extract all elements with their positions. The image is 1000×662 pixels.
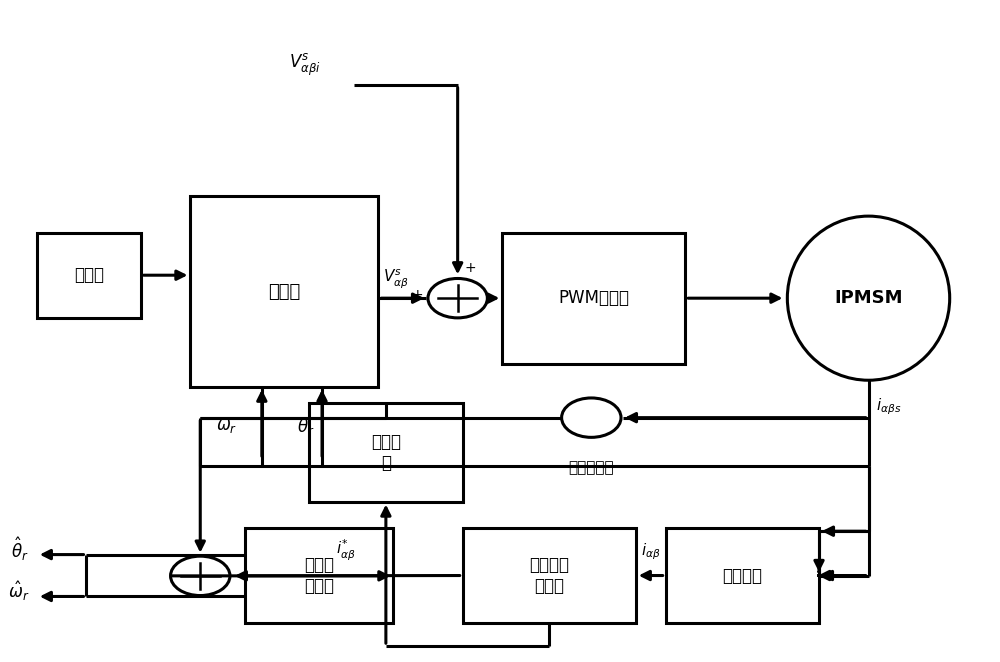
Bar <box>245 528 393 623</box>
Text: PWM逆变器: PWM逆变器 <box>558 289 629 307</box>
Text: 控制器: 控制器 <box>268 283 301 301</box>
Text: IPMSM: IPMSM <box>834 289 903 307</box>
Circle shape <box>428 279 487 318</box>
Text: 同步轴高
通滤波: 同步轴高 通滤波 <box>529 556 569 595</box>
Bar <box>37 232 141 318</box>
Ellipse shape <box>787 216 950 380</box>
Bar <box>666 528 819 623</box>
Bar <box>502 232 685 364</box>
Text: $i_{\alpha\beta}$: $i_{\alpha\beta}$ <box>641 542 661 563</box>
Text: $i_{\alpha\beta}^{*}$: $i_{\alpha\beta}^{*}$ <box>336 538 356 563</box>
Text: 极性判
断: 极性判 断 <box>371 433 401 472</box>
Bar <box>190 197 378 387</box>
Circle shape <box>171 556 230 596</box>
Bar <box>309 403 463 502</box>
Text: 外差及
锁相环: 外差及 锁相环 <box>304 556 334 595</box>
Bar <box>463 528 636 623</box>
Text: $\omega_r$: $\omega_r$ <box>216 417 237 435</box>
Text: $i_{\alpha\beta s}$: $i_{\alpha\beta s}$ <box>876 397 902 417</box>
Text: $\theta_r$: $\theta_r$ <box>297 416 314 437</box>
Text: $V_{\alpha\beta i}^{s}$: $V_{\alpha\beta i}^{s}$ <box>289 52 321 78</box>
Text: $\hat{\theta}_r$: $\hat{\theta}_r$ <box>11 536 29 563</box>
Text: 控制量: 控制量 <box>74 266 104 284</box>
Circle shape <box>562 398 621 438</box>
Text: +: + <box>465 261 476 275</box>
Text: 带通滤波: 带通滤波 <box>722 567 762 585</box>
Text: $V_{\alpha\beta}^{s}$: $V_{\alpha\beta}^{s}$ <box>383 267 409 291</box>
Text: 速度传感器: 速度传感器 <box>569 460 614 475</box>
Text: +: + <box>411 288 423 302</box>
Text: $\hat{\omega}_r$: $\hat{\omega}_r$ <box>8 579 29 603</box>
